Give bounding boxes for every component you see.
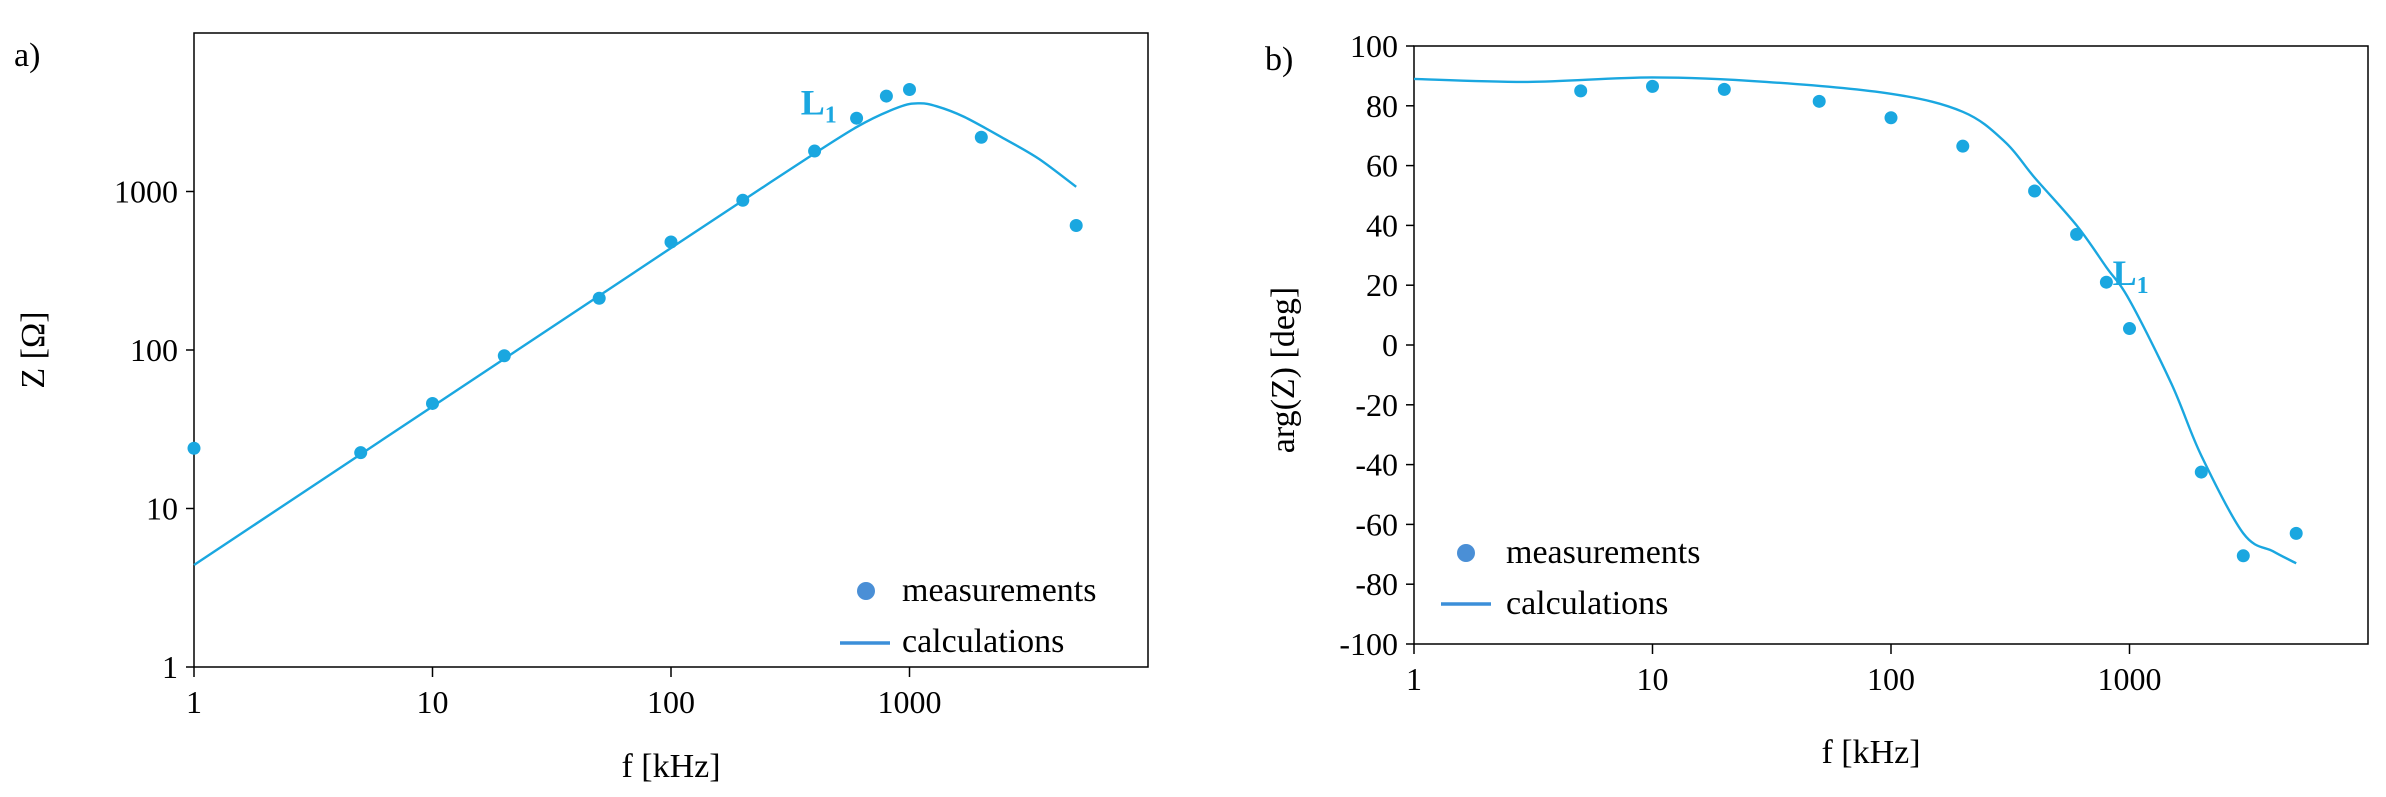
panel-a-legend-measurements: measurements: [902, 572, 1097, 609]
measurement-point: [1884, 111, 1898, 125]
panel-b-curve-label: L1: [2113, 253, 2149, 299]
measurement-point: [2289, 526, 2303, 540]
y-tick-label: 1000: [114, 174, 178, 210]
measurement-point: [592, 291, 606, 305]
measurement-point: [850, 111, 864, 125]
y-tick-label: -100: [1339, 626, 1398, 662]
panel-b: b) 1 10 100 1000 -100 -80 -60 -40 -20 0 20 40 60 80 1…: [1265, 28, 2369, 771]
x-tick-label: 1: [186, 684, 202, 720]
measurement-point: [2070, 227, 2084, 241]
panel-a: a) 1 10 100 1000 1 10 100 1000 f [kHz] Z [Ω] L…: [14, 32, 1149, 785]
measurement-point: [1717, 82, 1731, 96]
panel-b-curve-label-main: L: [2113, 253, 2137, 293]
panel-a-legend-marker: [857, 582, 875, 600]
measurement-point: [808, 144, 822, 158]
panel-a-x-ticks: 1 10 100 1000: [186, 667, 942, 720]
x-tick-label: 1000: [878, 684, 942, 720]
panel-b-legend-marker: [1457, 544, 1475, 562]
x-tick-label: 10: [417, 684, 449, 720]
measurement-point: [664, 235, 678, 249]
panel-b-x-axis-label: f [kHz]: [1821, 734, 1920, 771]
measurement-point: [426, 396, 439, 410]
panel-b-calculations-line: [1413, 76, 2297, 565]
measurement-point: [1574, 84, 1588, 98]
y-tick-label: -20: [1355, 387, 1398, 423]
measurement-point: [2028, 184, 2042, 198]
measurement-point: [1646, 79, 1659, 93]
x-tick-label: 100: [1867, 661, 1915, 697]
measurement-point: [1956, 139, 1970, 153]
x-tick-label: 10: [1637, 661, 1669, 697]
y-tick-label: 100: [130, 332, 178, 368]
measurement-point: [2194, 465, 2208, 479]
panel-b-x-ticks: 1 10 100 1000: [1406, 644, 2162, 697]
y-tick-label: 40: [1366, 207, 1398, 243]
panel-a-measurement-points: [187, 83, 1083, 460]
measurement-point: [903, 83, 916, 97]
x-tick-label: 100: [647, 684, 695, 720]
panel-b-curve-label-subscript: 1: [2137, 273, 2149, 299]
measurement-point: [2099, 275, 2113, 289]
panel-a-curve-label-main: L: [801, 83, 825, 123]
measurement-point: [974, 130, 988, 144]
panel-b-legend-calculations: calculations: [1506, 585, 1668, 622]
y-tick-label: 1: [162, 649, 178, 685]
panel-a-x-axis-label: f [kHz]: [621, 748, 720, 785]
panel-a-legend-calculations: calculations: [902, 623, 1064, 660]
y-tick-label: 0: [1382, 327, 1398, 363]
y-tick-label: 60: [1366, 148, 1398, 184]
y-tick-label: -80: [1355, 566, 1398, 602]
panel-b-label: b): [1265, 41, 1293, 78]
y-tick-label: 20: [1366, 267, 1398, 303]
x-tick-label: 1000: [2098, 661, 2162, 697]
y-tick-label: -40: [1355, 447, 1398, 483]
panel-a-curve-label: L1: [801, 83, 837, 129]
measurement-point: [879, 89, 893, 103]
panel-a-legend: measurements calculations: [840, 572, 1097, 660]
measurement-point: [2123, 322, 2136, 336]
panel-a-calculations-line: [193, 102, 1077, 567]
panel-a-y-ticks: 1 10 100 1000: [114, 174, 194, 685]
measurement-point: [1069, 219, 1083, 233]
panel-b-y-axis-label: arg(Z) [deg]: [1265, 287, 1302, 453]
panel-b-y-ticks: -100 -80 -60 -40 -20 0 20 40 60 80 100: [1339, 28, 1414, 662]
panel-a-y-axis-label: Z [Ω]: [15, 311, 52, 388]
measurement-point: [736, 193, 750, 207]
y-tick-label: 10: [146, 491, 178, 527]
measurement-point: [1812, 94, 1826, 108]
measurement-point: [187, 441, 201, 455]
panel-b-legend: measurements calculations: [1441, 534, 1701, 622]
measurement-point: [354, 446, 368, 460]
y-tick-label: -60: [1355, 506, 1398, 542]
panel-b-measurement-points: [1574, 79, 2303, 563]
measurement-point: [2236, 549, 2250, 563]
measurement-point: [497, 349, 511, 363]
y-tick-label: 80: [1366, 88, 1398, 124]
x-tick-label: 1: [1406, 661, 1422, 697]
panel-a-label: a): [14, 37, 40, 74]
panel-a-curve-label-subscript: 1: [825, 103, 837, 129]
panel-b-legend-measurements: measurements: [1506, 534, 1701, 571]
y-tick-label: 100: [1350, 28, 1398, 64]
